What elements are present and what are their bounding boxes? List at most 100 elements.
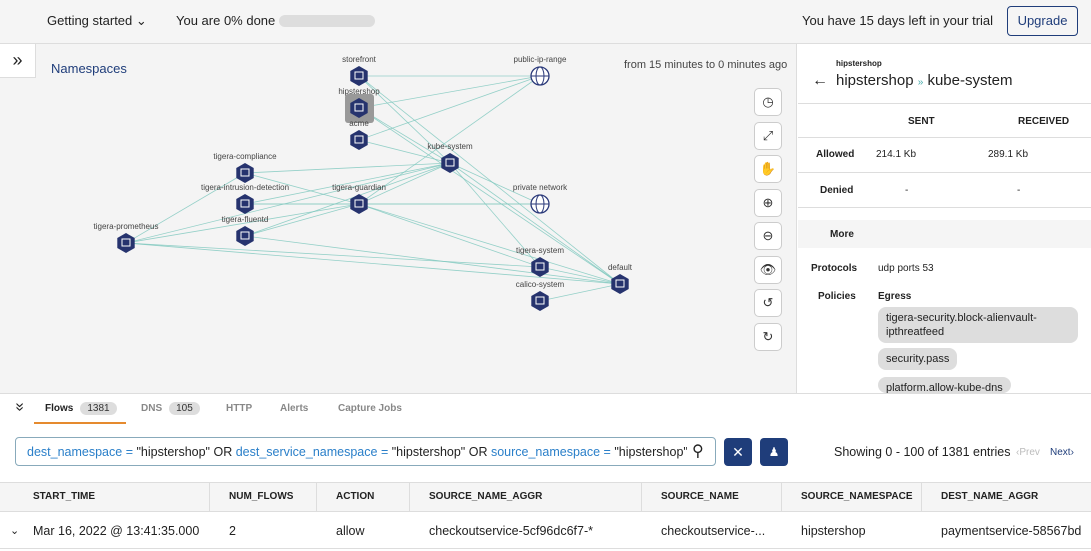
row-expand[interactable]: ⌄	[10, 525, 20, 537]
hexagon	[236, 194, 254, 214]
tool-button[interactable]: ⤢	[754, 121, 782, 150]
edge	[358, 107, 451, 164]
upgrade-button[interactable]: Upgrade	[1007, 6, 1078, 36]
more-label: More	[830, 229, 854, 240]
edge	[358, 203, 621, 285]
namespace-node[interactable]	[236, 226, 254, 246]
expand-sidebar[interactable]: »	[0, 44, 36, 78]
query-text: dest_namespace = "hipstershop" OR dest_s…	[27, 445, 687, 459]
namespace-node[interactable]	[531, 257, 549, 277]
table-cell: 2	[229, 524, 236, 538]
query-value: "hipstershop"	[136, 445, 210, 459]
namespace-node[interactable]	[441, 153, 459, 173]
next-text: Next	[1050, 447, 1071, 458]
policy-chip: platform.allow-kube-dns	[878, 377, 1011, 393]
divider	[798, 207, 1091, 208]
tool-button[interactable]: ↻	[754, 322, 782, 351]
tab[interactable]: HTTP	[226, 403, 252, 414]
tab[interactable]: Flows 1381	[45, 402, 117, 415]
edge	[244, 162, 451, 174]
tool-button[interactable]: ↺	[754, 289, 782, 317]
node-label: storefront	[342, 55, 377, 64]
divider	[798, 103, 1091, 104]
search-box[interactable]: dest_namespace = "hipstershop" OR dest_s…	[15, 437, 716, 466]
tool-button[interactable]: 👁	[754, 255, 782, 284]
row-divider	[0, 548, 1091, 549]
node-label: calico-system	[516, 280, 565, 289]
node-label: tigera-guardian	[332, 183, 386, 192]
edge	[449, 162, 621, 285]
bottom-panel	[0, 393, 1091, 551]
column-header: SOURCE_NAMESPACE	[801, 491, 913, 502]
network-node[interactable]	[530, 66, 550, 86]
prev-text: Prev	[1019, 447, 1040, 458]
table-cell: allow	[336, 524, 365, 538]
node-label: default	[608, 263, 633, 272]
network-node[interactable]	[530, 194, 550, 214]
col-sent: SENT	[908, 116, 935, 127]
column-divider	[921, 482, 922, 512]
user-filter-button[interactable]: ♟	[760, 438, 788, 466]
query-field: dest_namespace	[27, 445, 123, 459]
prev-link[interactable]: ‹Prev	[1016, 447, 1040, 458]
namespace-node[interactable]	[236, 194, 254, 214]
back-arrow[interactable]: ←	[812, 72, 828, 89]
node-icon	[240, 199, 250, 208]
direction-icon: »	[917, 77, 924, 88]
table-cell: checkoutservice-5cf96dc6f7-*	[429, 524, 593, 538]
getting-started[interactable]: Getting started ⌄	[47, 13, 147, 28]
query-connector: OR	[468, 445, 488, 459]
tab-underline	[34, 422, 126, 424]
namespace-node[interactable]	[350, 66, 368, 86]
tab-label: HTTP	[226, 403, 253, 414]
namespace-node[interactable]	[350, 130, 368, 150]
node-label: tigera-prometheus	[94, 222, 159, 231]
graph-panel	[0, 44, 797, 393]
edge	[358, 75, 541, 205]
protocols-label: Protocols	[811, 263, 858, 274]
namespace-node[interactable]	[531, 291, 549, 311]
namespace-node[interactable]	[350, 98, 368, 118]
edge	[244, 203, 360, 237]
tab[interactable]: DNS 105	[141, 402, 200, 415]
edge	[125, 172, 246, 244]
edge	[125, 242, 541, 268]
query-value: "hipstershop"	[614, 445, 687, 459]
tool-button[interactable]: ⊖	[754, 222, 782, 250]
node-icon	[615, 279, 625, 288]
tab[interactable]: Capture Jobs	[338, 403, 402, 414]
next-link[interactable]: Next›	[1050, 447, 1074, 458]
edge	[539, 266, 621, 285]
column-divider	[409, 482, 410, 512]
hexagon	[350, 66, 368, 86]
clear-button[interactable]: ✕	[724, 438, 752, 466]
edge	[358, 75, 541, 141]
query-operator: =	[603, 445, 611, 459]
namespace-node[interactable]	[611, 274, 629, 294]
row-label: Denied	[820, 185, 854, 196]
tool-button[interactable]: ◷	[754, 88, 782, 116]
tab[interactable]: Alerts	[280, 403, 308, 414]
hexagon	[441, 153, 459, 173]
edge	[358, 75, 621, 285]
progress-text: You are 0% done	[176, 13, 276, 28]
hexagon	[236, 226, 254, 246]
policy-chip: security.pass	[878, 348, 958, 370]
collapse-icon[interactable]: »	[11, 402, 29, 412]
node-icon	[535, 262, 545, 271]
tool-button[interactable]: ✋	[754, 155, 782, 183]
namespace-node[interactable]	[236, 163, 254, 183]
tab-count: 1381	[80, 402, 117, 415]
time-range: from 15 minutes to 0 minutes ago	[624, 59, 788, 71]
hexagon	[350, 194, 368, 214]
tab-label: Alerts	[280, 403, 309, 414]
tool-button[interactable]: ⊕	[754, 188, 782, 217]
node-icon	[240, 231, 250, 240]
namespace-node[interactable]	[350, 194, 368, 214]
namespace-node[interactable]	[117, 233, 135, 253]
node-label: private network	[513, 183, 568, 192]
edge	[539, 283, 621, 302]
getting-started-text: Getting started	[47, 13, 133, 28]
node-icon	[445, 158, 455, 167]
